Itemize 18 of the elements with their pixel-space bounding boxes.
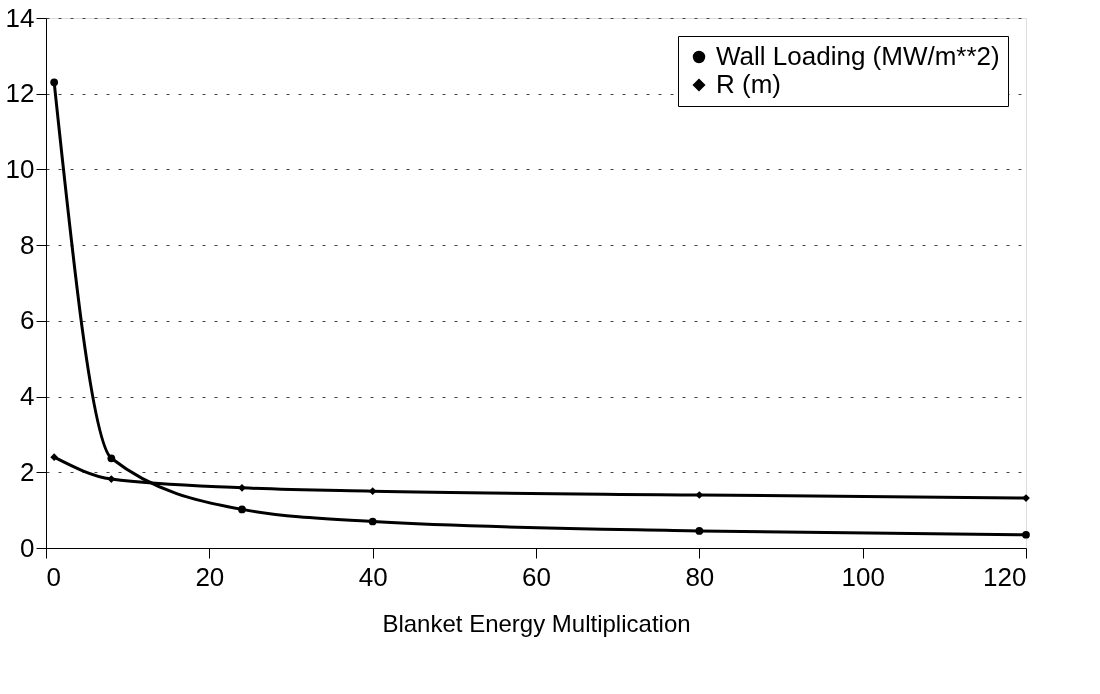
x-tick-label: 60 [522, 561, 551, 592]
y-tick-label: 4 [20, 381, 35, 412]
y-tick-label: 14 [5, 2, 35, 33]
y-tick-label: 6 [20, 305, 35, 336]
y-tick-label: 12 [5, 78, 35, 109]
y-tick-label: 0 [20, 532, 35, 563]
legend-label: R (m) [716, 69, 781, 99]
y-tick-label: 10 [5, 153, 35, 184]
y-tick-label: 8 [20, 229, 35, 260]
x-tick-label: 20 [195, 561, 225, 592]
legend-label: Wall Loading (MW/m**2) [716, 41, 1000, 71]
x-tick-label: 100 [841, 561, 885, 592]
x-axis-title: Blanket Energy Multiplication [382, 609, 691, 637]
x-tick-label: 120 [983, 561, 1027, 592]
x-tick-label: 0 [46, 561, 61, 592]
y-tick-label: 2 [20, 456, 35, 487]
x-tick-label: 40 [358, 561, 388, 592]
x-tick-label: 80 [685, 561, 715, 592]
